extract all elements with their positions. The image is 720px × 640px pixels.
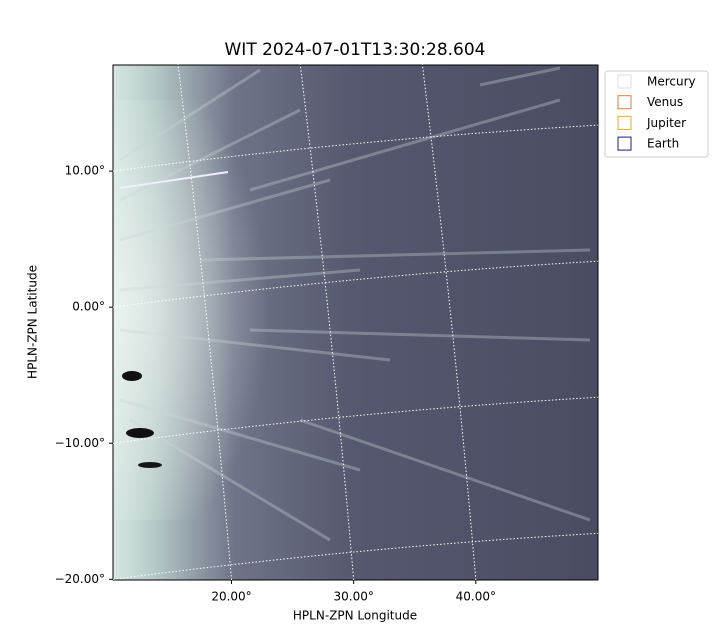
grid-line: [177, 59, 232, 581]
legend-box: [604, 70, 709, 158]
y-tick-label: 0.00°: [72, 300, 105, 314]
chart-title: WIT 2024-07-01T13:30:28.604: [225, 40, 486, 60]
legend: [604, 70, 709, 158]
grid-line: [112, 260, 599, 308]
legend-swatch: [617, 115, 632, 130]
legend-label: Venus: [647, 95, 683, 109]
legend-label: Earth: [647, 137, 679, 151]
legend-label: Jupiter: [646, 116, 686, 130]
legend-swatch: [617, 95, 632, 110]
grid-line: [421, 59, 477, 581]
grid-line: [112, 396, 599, 444]
grid-line: [112, 532, 599, 580]
grid-line: [112, 124, 599, 172]
image: [113, 65, 598, 580]
y-tick-label: 10.00°: [65, 164, 105, 178]
y-axis-label: HPLN-ZPN Latitude: [26, 265, 40, 379]
grid-line: [299, 59, 355, 581]
axes-frame: [112, 64, 599, 581]
x-tick-label: 30.00°: [333, 590, 373, 604]
legend-swatch: [617, 136, 632, 151]
x-tick-label: 20.00°: [211, 590, 251, 604]
y-tick-label: −20.00°: [55, 572, 105, 586]
x-axis-label: HPLN-ZPN Longitude: [293, 609, 417, 623]
legend-label: Mercury: [647, 75, 696, 89]
legend-swatch: [617, 74, 632, 89]
x-tick-label: 40.00°: [456, 590, 496, 604]
y-tick-label: −10.00°: [55, 436, 105, 450]
